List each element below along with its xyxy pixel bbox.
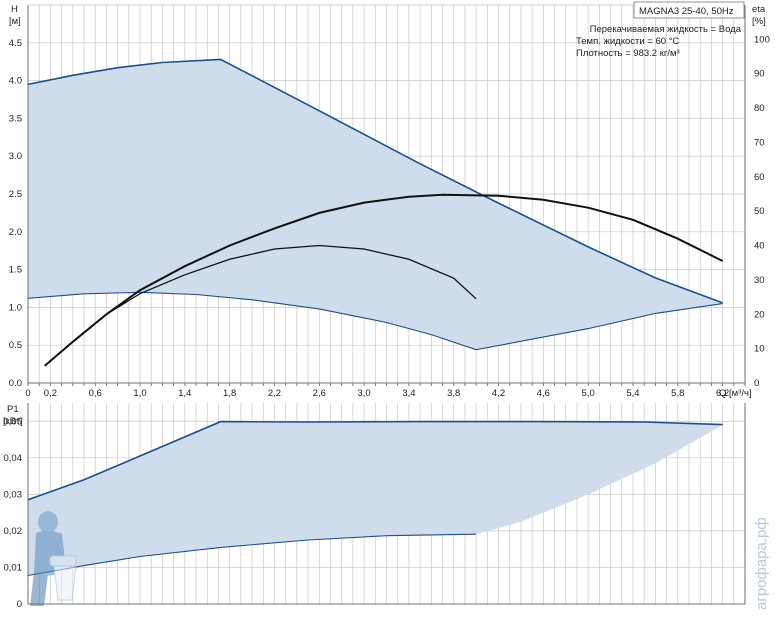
y2-tick-label: 50 <box>754 206 765 217</box>
y2-tick-label: 30 <box>754 275 765 286</box>
max-head-curve <box>27 58 723 304</box>
temperature-label: Темп. жидкости = 60 °C <box>576 36 679 47</box>
y-tick-label: 3.0 <box>9 151 22 162</box>
y2-tick-label: 90 <box>754 69 765 80</box>
liquid-label: Перекачиваемая жидкость = Вода <box>590 24 742 35</box>
x-tick-label: 0 <box>25 388 30 399</box>
y2-tick-label: 70 <box>754 137 765 148</box>
x-tick-label: 2,6 <box>313 388 326 399</box>
x-tick-label: 2,2 <box>268 388 281 399</box>
y2-tick-label: 0 <box>754 378 759 389</box>
x-tick-label: 5,8 <box>671 388 684 399</box>
y-tick-label: 1.0 <box>9 302 22 313</box>
y2-axis-label: eta <box>752 4 766 15</box>
y2-tick-label: 80 <box>754 103 765 114</box>
y-tick-label: 0.5 <box>9 340 22 351</box>
model-box <box>633 1 745 19</box>
x-tick-label: 5,4 <box>626 388 639 399</box>
x-tick-label: 5,0 <box>582 388 595 399</box>
y-tick-label: 2.5 <box>9 189 22 200</box>
x-tick-label: 6,2 <box>716 388 729 399</box>
head-axes-frame <box>27 5 746 384</box>
y2-tick-label: 100 <box>754 34 770 45</box>
x-tick-label: 1,0 <box>133 388 146 399</box>
x-axis-label: Q [м³/ч] <box>719 388 752 399</box>
y-tick-label: 3.5 <box>9 113 22 124</box>
y2-axis-unit: [%] <box>752 16 766 27</box>
efficiency-min-curve <box>44 244 477 367</box>
power-tick-label: 0 <box>17 599 22 610</box>
y-tick-label: 1.5 <box>9 265 22 276</box>
min-power-curve <box>27 533 477 577</box>
y2-tick-label: 20 <box>754 309 765 320</box>
power-tick-label: 0,05 <box>4 416 23 427</box>
min-head-curve <box>27 291 723 351</box>
operating-range-area <box>28 59 723 350</box>
density-label: Плотность = 983.2 кг/м³ <box>576 48 680 59</box>
efficiency-max-curve <box>44 193 724 367</box>
power-tick-label: 0,04 <box>4 453 23 464</box>
y2-tick-label: 10 <box>754 344 765 355</box>
power-tick-label: 0,01 <box>4 562 23 573</box>
x-tick-label: 4,6 <box>537 388 550 399</box>
y-tick-label: 4.0 <box>9 76 22 87</box>
max-power-curve <box>27 420 723 501</box>
x-tick-label: 3,0 <box>357 388 370 399</box>
plumber-mascot-icon <box>30 511 77 606</box>
x-tick-label: 1,8 <box>223 388 236 399</box>
power-tick-label: 0,02 <box>4 526 23 537</box>
power-tick-label: 0,03 <box>4 489 23 500</box>
x-tick-label: 0,6 <box>89 388 102 399</box>
x-tick-label: 3,8 <box>447 388 460 399</box>
y-axis-unit: [м] <box>9 16 21 27</box>
y-axis-label: H <box>11 4 18 15</box>
power-axes-frame <box>27 403 746 605</box>
y2-tick-label: 40 <box>754 241 765 252</box>
x-tick-label: 3,4 <box>402 388 415 399</box>
power-axis-unit: [кВт] <box>3 416 23 427</box>
watermark: агрофара.рф <box>753 517 770 610</box>
x-tick-label: 4,2 <box>492 388 505 399</box>
model-label: MAGNA3 25-40, 50Hz <box>639 6 734 17</box>
head-chart: 0.0 0.5 1.0 1.5 2.0 2.5 3.0 3.5 4.0 4.5 0 10 20 30 40 5… <box>9 4 770 399</box>
power-range-area <box>28 421 723 576</box>
x-tick-label: 0,2 <box>44 388 57 399</box>
y2-tick-label: 60 <box>754 172 765 183</box>
y-tick-label: 0.0 <box>9 378 22 389</box>
x-tick-label: 1,4 <box>178 388 191 399</box>
y-tick-label: 4.5 <box>9 38 22 49</box>
power-axis-label: P1 <box>7 404 19 415</box>
y-tick-label: 2.0 <box>9 227 22 238</box>
